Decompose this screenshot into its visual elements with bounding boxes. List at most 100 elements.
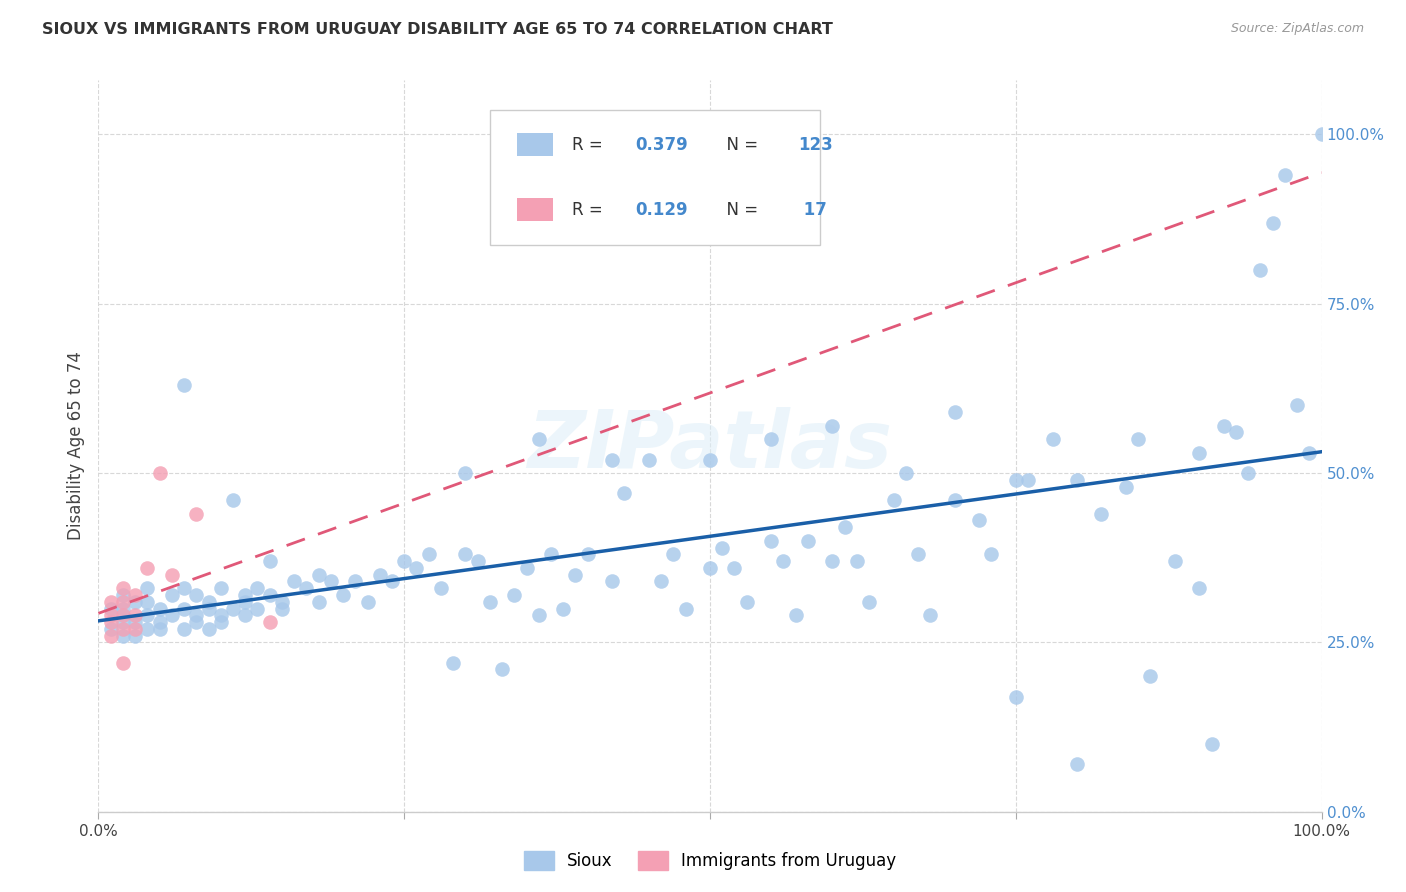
Point [405,561,427,575]
Point [1042,432,1064,446]
Point [209,608,232,623]
Point [124,615,146,629]
Point [980,547,1002,561]
Point [797,533,820,548]
Point [723,561,745,575]
Point [454,466,477,480]
Point [441,656,464,670]
Point [111,581,134,595]
Point [515,561,537,575]
Point [222,601,245,615]
Point [662,547,685,561]
Point [1115,480,1137,494]
Text: R =: R = [572,136,607,153]
Point [197,595,219,609]
Point [111,588,134,602]
Point [699,561,721,575]
Point [111,595,134,609]
Point [1004,473,1026,487]
Point [319,574,342,589]
Point [1310,128,1333,142]
Point [149,615,172,629]
Text: Source: ZipAtlas.com: Source: ZipAtlas.com [1230,22,1364,36]
Point [186,615,208,629]
Point [233,608,256,623]
Point [576,547,599,561]
Point [761,533,783,548]
Point [1237,466,1260,480]
Point [821,554,844,568]
Point [1164,554,1187,568]
Point [100,608,122,623]
Point [834,520,856,534]
Text: 123: 123 [799,136,832,153]
Point [124,588,146,602]
Y-axis label: Disability Age 65 to 74: Disability Age 65 to 74 [66,351,84,541]
Point [160,608,183,623]
Point [1212,418,1234,433]
Point [1261,215,1284,229]
Point [1286,398,1309,412]
Point [111,622,134,636]
Point [540,547,562,561]
Point [270,601,294,615]
Point [111,615,134,629]
Point [308,567,330,582]
Point [600,452,623,467]
Point [270,595,294,609]
Point [883,493,905,508]
Point [1249,263,1271,277]
Text: N =: N = [716,201,763,219]
Point [197,601,219,615]
Point [186,507,208,521]
Point [699,452,721,467]
Point [100,615,122,629]
Point [100,629,122,643]
Point [675,601,697,615]
Point [418,547,440,561]
Point [637,452,661,467]
FancyBboxPatch shape [489,110,820,245]
Point [233,588,256,602]
Point [650,574,672,589]
Text: R =: R = [572,201,607,219]
Point [1188,446,1211,460]
Point [160,588,183,602]
Point [454,547,477,561]
Text: ZIPatlas: ZIPatlas [527,407,893,485]
Point [1225,425,1247,440]
Point [430,581,453,595]
Point [772,554,794,568]
Point [173,601,195,615]
Point [233,595,256,609]
Point [100,622,122,636]
Point [100,595,122,609]
Point [186,608,208,623]
Point [332,588,354,602]
Point [503,588,526,602]
Point [1201,737,1223,751]
Point [1188,581,1211,595]
Point [124,608,146,623]
Point [613,486,636,500]
Point [527,432,550,446]
Point [124,629,146,643]
Point [295,581,318,595]
Point [600,574,623,589]
Point [149,601,172,615]
Point [246,601,269,615]
Point [124,622,146,636]
Point [197,622,219,636]
Point [368,567,391,582]
Text: 17: 17 [799,201,827,219]
Point [209,581,232,595]
Point [136,608,159,623]
Point [478,595,501,609]
Point [222,493,245,508]
Point [967,514,990,528]
Point [259,554,281,568]
Point [821,418,844,433]
Point [920,608,942,623]
Text: 0.129: 0.129 [636,201,688,219]
Point [111,629,134,643]
